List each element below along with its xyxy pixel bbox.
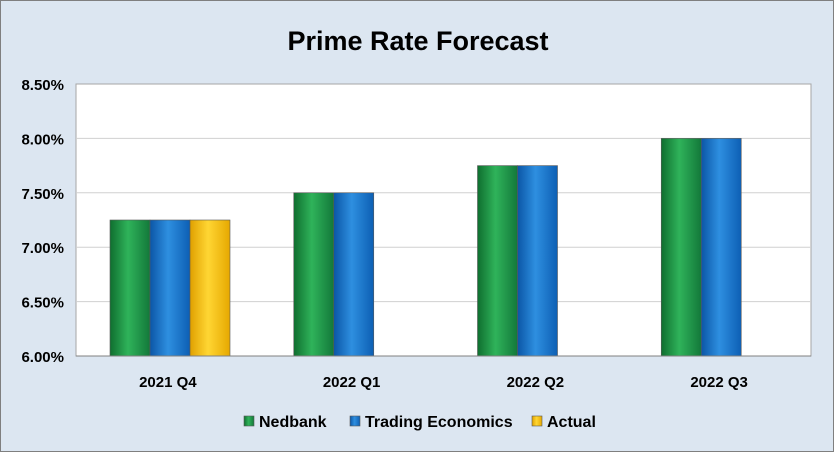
y-tick-label: 7.00% bbox=[21, 240, 64, 257]
y-tick-label: 6.00% bbox=[21, 349, 64, 366]
legend-label: Actual bbox=[547, 414, 596, 431]
x-tick-label: 2022 Q2 bbox=[507, 374, 565, 391]
bars bbox=[109, 138, 742, 357]
bar-trading-economics bbox=[333, 192, 375, 357]
bar-actual bbox=[189, 219, 231, 357]
y-tick-label: 8.50% bbox=[21, 77, 64, 94]
x-tick-label: 2022 Q3 bbox=[690, 374, 748, 391]
legend-swatch bbox=[243, 415, 255, 427]
x-axis-ticks: 2021 Q4 2022 Q1 2022 Q2 2022 Q3 bbox=[139, 374, 748, 391]
legend-label: Nedbank bbox=[259, 414, 327, 431]
bar-trading-economics bbox=[517, 165, 558, 357]
legend: Nedbank Trading Economics Actual bbox=[243, 414, 596, 431]
bar-nedbank bbox=[293, 192, 335, 357]
x-tick-label: 2021 Q4 bbox=[139, 374, 197, 391]
legend-label: Trading Economics bbox=[365, 414, 513, 431]
y-tick-label: 6.50% bbox=[21, 295, 64, 312]
legend-swatch bbox=[349, 415, 361, 427]
y-tick-label: 8.00% bbox=[21, 131, 64, 148]
bar-nedbank bbox=[477, 165, 518, 357]
bar-trading-economics bbox=[700, 138, 742, 357]
bar-nedbank bbox=[109, 219, 151, 357]
bar-nedbank bbox=[660, 138, 702, 357]
y-tick-label: 7.50% bbox=[21, 186, 64, 203]
legend-swatch bbox=[531, 415, 543, 427]
chart-title: Prime Rate Forecast bbox=[287, 26, 548, 56]
y-axis-ticks: 6.00% 6.50% 7.00% 7.50% 8.00% 8.50% bbox=[21, 77, 64, 366]
bar-trading-economics bbox=[149, 219, 191, 357]
x-tick-label: 2022 Q1 bbox=[323, 374, 381, 391]
